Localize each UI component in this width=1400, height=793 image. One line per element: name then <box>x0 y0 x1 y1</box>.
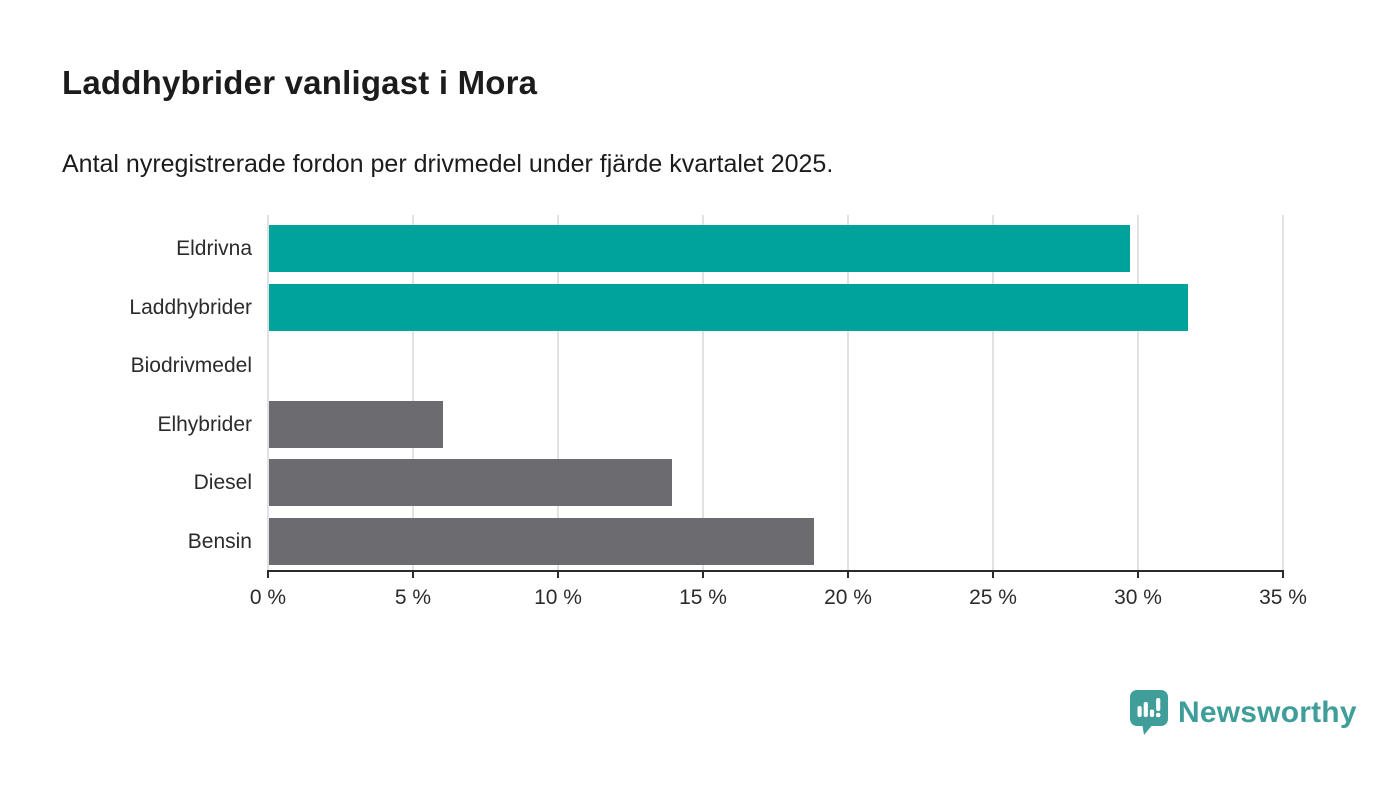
category-label-biodrivmedel: Biodrivmedel <box>130 354 252 377</box>
x-axis-tick <box>412 570 414 578</box>
gridline <box>557 215 559 571</box>
x-axis-tick <box>1282 570 1284 578</box>
gridline <box>412 215 414 571</box>
category-label-eldrivna: Eldrivna <box>176 237 252 260</box>
x-tick-label: 0 % <box>249 586 287 609</box>
category-label-bensin: Bensin <box>187 529 252 553</box>
chart-subtitle: Antal nyregistrerade fordon per drivmede… <box>62 150 834 178</box>
x-tick-label: 10 % <box>534 586 582 609</box>
page-title: Laddhybrider vanligast i Mora <box>62 64 538 101</box>
gridline <box>1282 215 1284 571</box>
x-axis-tick <box>702 570 704 578</box>
gridline <box>702 215 704 571</box>
category-label-diesel: Diesel <box>193 471 252 494</box>
x-axis-tick <box>992 570 994 578</box>
x-tick-label: 35 % <box>1259 586 1307 609</box>
newsworthy-logo-text: Newsworthy <box>1178 695 1357 729</box>
x-axis-tick <box>847 570 849 578</box>
x-axis-tick <box>267 570 269 578</box>
bar-diesel <box>269 459 673 506</box>
x-tick-label: 30 % <box>1114 586 1162 609</box>
newsworthy-logo: Newsworthy <box>1130 690 1357 735</box>
x-tick-label: 25 % <box>969 586 1017 609</box>
category-label-laddhybrider: Laddhybrider <box>129 295 252 319</box>
gridline <box>1137 215 1139 571</box>
category-label-elhybrider: Elhybrider <box>157 412 252 436</box>
x-axis-line <box>267 570 1284 572</box>
gridline <box>992 215 994 571</box>
bar-elhybrider <box>269 400 443 448</box>
gridline <box>847 215 849 571</box>
x-axis-tick <box>1137 570 1139 578</box>
bar-bensin <box>269 517 815 565</box>
bar-eldrivna <box>269 225 1131 272</box>
x-axis-tick <box>557 570 559 578</box>
x-tick-label: 20 % <box>824 586 872 609</box>
x-tick-label: 5 % <box>394 586 432 609</box>
newsworthy-bubble-chart-icon <box>1130 690 1168 735</box>
x-tick-label: 15 % <box>679 586 727 609</box>
bar-laddhybrider <box>269 283 1189 331</box>
gridline <box>267 215 269 571</box>
